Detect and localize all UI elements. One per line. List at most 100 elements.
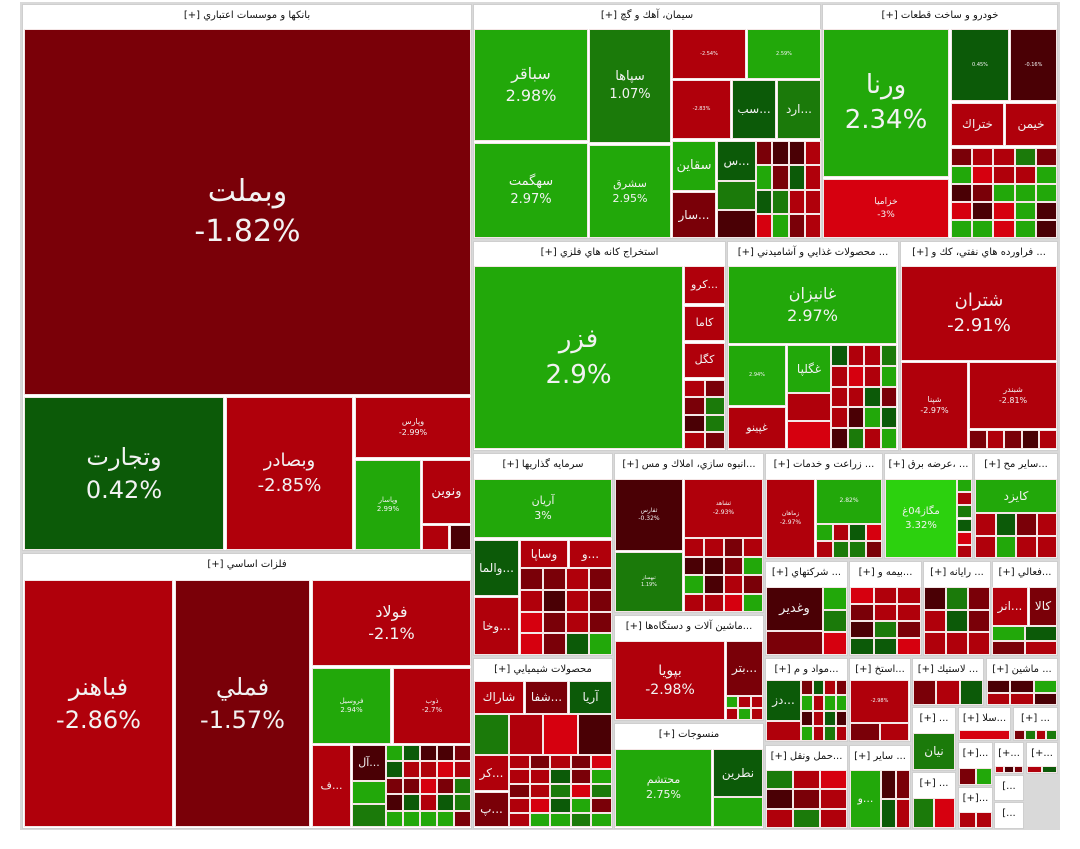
stock-tile-small[interactable]: [766, 789, 793, 809]
stock-tile-small[interactable]: [717, 181, 756, 210]
stock-tile[interactable]: شبندر -2.81%: [969, 362, 1057, 429]
stock-tile-small[interactable]: [589, 611, 612, 634]
stock-tile-small[interactable]: [879, 723, 909, 741]
stock-tile-small[interactable]: [993, 202, 1015, 220]
stock-tile-small[interactable]: [847, 386, 864, 408]
stock-tile-small[interactable]: [766, 808, 793, 828]
stock-tile-small[interactable]: [946, 609, 968, 633]
stock-tile[interactable]: ختراك: [951, 103, 1004, 146]
stock-tile-small[interactable]: [865, 524, 882, 541]
stock-tile-small[interactable]: [934, 798, 955, 828]
stock-tile-small[interactable]: [717, 209, 756, 238]
stock-tile[interactable]: ...شفا: [525, 681, 568, 714]
stock-tile-small[interactable]: [772, 165, 789, 190]
stock-tile-small[interactable]: [835, 695, 847, 711]
sector-title[interactable]: ...سلا [+]: [962, 713, 1007, 724]
stock-tile-small[interactable]: [703, 556, 724, 575]
stock-tile-small[interactable]: [550, 798, 571, 813]
stock-tile-small[interactable]: [704, 414, 725, 432]
stock-tile-small[interactable]: [793, 770, 820, 790]
stock-tile-small[interactable]: [1021, 430, 1040, 449]
stock-tile-small[interactable]: [847, 407, 864, 429]
stock-tile-small[interactable]: [723, 556, 744, 575]
stock-tile-small[interactable]: [703, 575, 724, 594]
stock-tile[interactable]: ثبهساز 1.19%: [615, 552, 683, 612]
stock-tile-small[interactable]: [403, 810, 420, 827]
stock-tile-small[interactable]: [850, 604, 874, 621]
stock-tile-small[interactable]: [1035, 148, 1057, 166]
stock-tile-small[interactable]: [591, 798, 612, 813]
stock-tile[interactable]: وتجارت 0.42%: [24, 397, 224, 550]
stock-tile-small[interactable]: [684, 431, 705, 449]
stock-tile-small[interactable]: [972, 148, 994, 166]
stock-tile[interactable]: ...ف: [312, 745, 351, 827]
stock-tile-small[interactable]: [897, 621, 921, 638]
stock-tile-small[interactable]: [1033, 680, 1057, 693]
stock-tile[interactable]: زماهان -2.97%: [766, 479, 815, 558]
stock-tile-small[interactable]: [520, 589, 543, 612]
stock-tile-small[interactable]: [520, 633, 543, 655]
stock-tile[interactable]: [713, 797, 763, 827]
stock-tile[interactable]: بپويا -2.98%: [615, 641, 725, 720]
stock-tile-small[interactable]: [543, 589, 566, 612]
stock-tile[interactable]: -2.98%: [850, 680, 909, 723]
stock-tile-small[interactable]: [993, 166, 1015, 184]
sector-title[interactable]: ... محصولات غذايي و آشاميدني [+]: [737, 247, 889, 258]
stock-tile-small[interactable]: [1013, 766, 1023, 773]
stock-tile-small[interactable]: [591, 812, 612, 827]
stock-tile-small[interactable]: [959, 768, 976, 785]
stock-tile-small[interactable]: [386, 810, 403, 827]
stock-tile-small[interactable]: [1014, 166, 1036, 184]
stock-tile-small[interactable]: [865, 541, 882, 558]
stock-tile[interactable]: سشرق 2.95%: [589, 145, 671, 238]
stock-tile-small[interactable]: [957, 479, 972, 493]
sector-title[interactable]: ...انبوه سازي، املاك و مس [+]: [622, 459, 756, 470]
stock-tile-small[interactable]: [1016, 535, 1037, 558]
stock-tile-small[interactable]: [992, 640, 1025, 655]
stock-tile-small[interactable]: [788, 213, 805, 238]
stock-tile-small[interactable]: [957, 531, 972, 545]
stock-tile-small[interactable]: [951, 220, 973, 238]
stock-tile-small[interactable]: [951, 166, 973, 184]
stock-tile-small[interactable]: [801, 725, 813, 741]
sector-title[interactable]: بانکها و موسسات اعتباري [+]: [183, 10, 311, 21]
sector-title[interactable]: ... [+]: [1021, 713, 1050, 724]
sector-title[interactable]: ... رايانه [+]: [930, 567, 984, 578]
stock-tile-small[interactable]: [995, 513, 1016, 536]
stock-tile-small[interactable]: [824, 725, 836, 741]
stock-tile-small[interactable]: [743, 575, 763, 594]
stock-tile-small[interactable]: [1014, 202, 1036, 220]
stock-tile[interactable]: ...پ: [474, 792, 509, 827]
stock-tile[interactable]: آريان 3%: [474, 479, 612, 538]
stock-tile-small[interactable]: [820, 808, 847, 828]
stock-tile-small[interactable]: [566, 589, 589, 612]
stock-tile[interactable]: ...كر: [474, 755, 509, 791]
stock-tile-small[interactable]: [437, 777, 454, 795]
stock-tile-small[interactable]: [684, 575, 704, 594]
stock-tile-small[interactable]: [1036, 513, 1057, 536]
stock-tile-small[interactable]: [897, 638, 921, 655]
sector-title[interactable]: ...[+]: [962, 793, 989, 804]
stock-tile-small[interactable]: [804, 189, 821, 214]
stock-tile-small[interactable]: [951, 202, 973, 220]
sector-title[interactable]: ...+]: [1031, 748, 1053, 759]
stock-tile-small[interactable]: [788, 141, 805, 166]
stock-tile-small[interactable]: [847, 428, 864, 449]
stock-tile[interactable]: ...و: [850, 770, 881, 828]
stock-tile-small[interactable]: [454, 745, 471, 762]
stock-tile-small[interactable]: [787, 393, 831, 421]
stock-tile-small[interactable]: [995, 766, 1005, 773]
stock-tile-small[interactable]: [543, 633, 566, 655]
stock-tile-small[interactable]: [992, 626, 1025, 641]
stock-tile-small[interactable]: [550, 783, 571, 799]
stock-tile-small[interactable]: [543, 568, 566, 590]
stock-tile-small[interactable]: [972, 202, 994, 220]
stock-tile-small[interactable]: [529, 769, 551, 784]
stock-tile-small[interactable]: [566, 633, 589, 655]
stock-tile-small[interactable]: [703, 593, 724, 612]
stock-tile-small[interactable]: [835, 710, 847, 726]
stock-tile-small[interactable]: [831, 365, 848, 387]
stock-tile[interactable]: ورنا 2.34%: [823, 29, 949, 177]
stock-tile-small[interactable]: [1010, 680, 1034, 693]
stock-tile-small[interactable]: [986, 430, 1005, 449]
